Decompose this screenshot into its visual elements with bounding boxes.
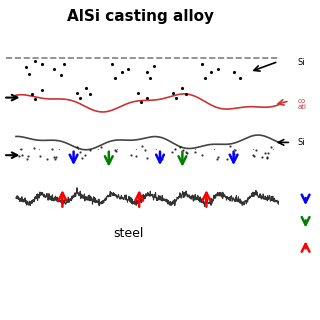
Text: ·: ·	[76, 147, 79, 156]
Text: ·: ·	[251, 147, 254, 156]
Text: ·: ·	[18, 147, 20, 156]
Text: ·: ·	[173, 147, 176, 156]
Text: ·: ·	[232, 147, 235, 156]
Text: ati: ati	[298, 104, 307, 110]
Text: steel: steel	[113, 227, 143, 240]
Text: ·: ·	[115, 147, 118, 156]
Text: AlSi casting alloy: AlSi casting alloy	[67, 9, 214, 23]
Text: Si: Si	[298, 138, 305, 147]
Text: ·: ·	[135, 147, 137, 156]
Text: ·: ·	[193, 147, 196, 156]
Text: Si: Si	[298, 58, 305, 67]
Text: ·: ·	[154, 147, 156, 156]
Text: ·: ·	[96, 147, 98, 156]
Text: ·: ·	[271, 147, 273, 156]
Text: co: co	[298, 98, 306, 104]
Text: ·: ·	[212, 147, 215, 156]
Text: ·: ·	[57, 147, 60, 156]
Text: ·: ·	[37, 147, 40, 156]
